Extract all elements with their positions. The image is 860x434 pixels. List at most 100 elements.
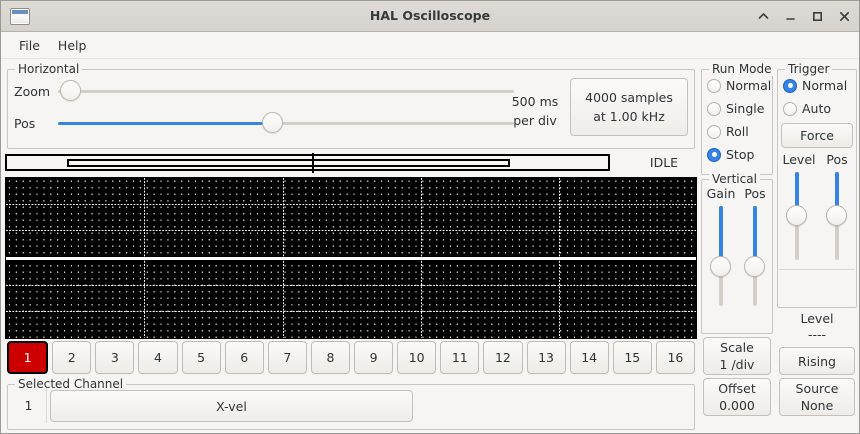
trigger-source-label: Source: [795, 381, 839, 396]
trigger-divider: [779, 269, 855, 270]
window-controls: [756, 1, 851, 31]
channel-button-2[interactable]: 2: [52, 341, 92, 374]
menu-bar: File Help: [1, 32, 859, 59]
channel-button-16[interactable]: 16: [655, 341, 695, 374]
vertical-scale-button[interactable]: Scale 1 /div: [703, 337, 771, 375]
menu-item-help[interactable]: Help: [57, 37, 87, 53]
sample-count: 4000 samples: [585, 90, 673, 105]
channel-button-4[interactable]: 4: [138, 341, 178, 374]
radio-icon[interactable]: [783, 101, 797, 116]
menu-item-file[interactable]: File: [19, 37, 40, 53]
horizontal-position-indicator[interactable]: [5, 154, 610, 171]
radio-icon[interactable]: [707, 78, 721, 93]
horizontal-position-indicator-bar[interactable]: [67, 159, 510, 167]
channel-button-13[interactable]: 13: [526, 341, 566, 374]
channel-button-5[interactable]: 5: [181, 341, 221, 374]
pos-label: Pos: [14, 115, 36, 131]
trigger-legend: Trigger: [785, 62, 833, 76]
trigger-level-handle[interactable]: [786, 205, 807, 226]
vertical-gain-handle[interactable]: [710, 256, 731, 277]
status-label: IDLE: [649, 155, 679, 170]
run-mode-label-stop: Stop: [726, 147, 755, 162]
timebase-value: 500 ms: [511, 94, 559, 109]
channel-button-14[interactable]: 14: [569, 341, 609, 374]
run-mode-label-normal: Normal: [726, 78, 772, 93]
channel-button-11[interactable]: 11: [440, 341, 480, 374]
run-mode-option-roll[interactable]: Roll: [702, 120, 772, 143]
trigger-level-slider[interactable]: [786, 172, 808, 260]
run-mode-option-normal[interactable]: Normal: [702, 74, 772, 97]
shade-button[interactable]: [756, 9, 770, 23]
channel-button-12[interactable]: 12: [483, 341, 523, 374]
trigger-level-title: Level: [800, 311, 834, 326]
channel-button-15[interactable]: 15: [612, 341, 652, 374]
trigger-pos-handle[interactable]: [826, 205, 847, 226]
trigger-level-value: ----: [807, 327, 827, 342]
vertical-gain-slider[interactable]: [710, 206, 732, 306]
scope-display[interactable]: [5, 177, 697, 339]
trigger-panel: Trigger Normal Auto Force Level Pos: [777, 62, 857, 308]
channel-button-1[interactable]: 1: [7, 341, 49, 374]
trigger-option-auto[interactable]: Auto: [778, 97, 856, 120]
vertical-pos-handle[interactable]: [744, 256, 765, 277]
channel-button-3[interactable]: 3: [95, 341, 135, 374]
selected-channel-legend: Selected Channel: [15, 377, 127, 391]
pos-slider-row: Pos: [14, 112, 514, 134]
channel-button-6[interactable]: 6: [224, 341, 264, 374]
vertical-offset-value: 0.000: [719, 398, 755, 413]
zoom-slider-handle[interactable]: [60, 80, 81, 101]
channel-button-7[interactable]: 7: [267, 341, 307, 374]
minimize-button[interactable]: [783, 9, 797, 23]
trigger-edge-label: Rising: [797, 353, 836, 369]
radio-icon-selected[interactable]: [783, 78, 797, 93]
run-mode-option-single[interactable]: Single: [702, 97, 772, 120]
channel-button-row: 1 2 3 4 5 6 7 8 9 10 11 12 13 14 15 16: [7, 341, 695, 376]
maximize-button[interactable]: [810, 9, 824, 23]
trigger-pos-slider-label: Pos: [826, 152, 848, 167]
trigger-option-normal[interactable]: Normal: [778, 74, 856, 97]
run-mode-label-single: Single: [726, 101, 765, 116]
vertical-gain-fill: [719, 206, 723, 266]
vertical-pos-label: Pos: [744, 186, 766, 201]
vertical-offset-button[interactable]: Offset 0.000: [703, 378, 771, 416]
window-icon: [10, 7, 30, 25]
trigger-level-slider-label: Level: [782, 152, 816, 167]
selected-channel-signal-button[interactable]: X-vel: [50, 390, 413, 422]
timebase-readout: 500 ms per div: [504, 92, 566, 130]
scope-grid-hline: [6, 285, 696, 286]
trigger-label-normal: Normal: [802, 78, 848, 93]
radio-icon[interactable]: [707, 124, 721, 139]
radio-icon[interactable]: [707, 101, 721, 116]
trigger-level-fill: [795, 172, 799, 215]
zoom-slider[interactable]: [58, 80, 514, 102]
vertical-scale-value: 1 /div: [719, 357, 755, 372]
pos-slider-handle[interactable]: [262, 112, 283, 133]
vertical-pos-fill: [753, 206, 757, 266]
selected-channel-panel: Selected Channel 1 X-vel: [7, 377, 695, 430]
vertical-panel: Vertical Gain Pos: [701, 172, 773, 334]
radio-icon-selected[interactable]: [707, 147, 721, 162]
channel-button-8[interactable]: 8: [310, 341, 350, 374]
trigger-edge-button[interactable]: Rising: [779, 347, 855, 375]
trigger-pos-slider[interactable]: [826, 172, 848, 260]
sample-rate-button[interactable]: 4000 samples at 1.00 kHz: [570, 78, 688, 136]
vertical-pos-slider[interactable]: [744, 206, 766, 306]
horizontal-position-indicator-area: IDLE: [5, 153, 695, 173]
close-button[interactable]: [837, 9, 851, 23]
channel-button-9[interactable]: 9: [354, 341, 394, 374]
trigger-source-button[interactable]: Source None: [779, 378, 855, 416]
scope-grid-hline: [6, 204, 696, 205]
trigger-pos-fill: [835, 172, 839, 215]
channel-button-10[interactable]: 10: [397, 341, 437, 374]
vertical-legend: Vertical: [709, 172, 760, 186]
timebase-unit: per div: [513, 113, 557, 128]
run-mode-option-stop[interactable]: Stop: [702, 143, 772, 166]
horizontal-panel: Horizontal Zoom Pos 500 ms per div 4000 …: [7, 62, 695, 149]
trigger-source-value: None: [800, 398, 834, 413]
pos-slider[interactable]: [58, 112, 514, 134]
sample-rate: at 1.00 kHz: [593, 109, 665, 124]
trigger-force-button[interactable]: Force: [781, 123, 853, 148]
horizontal-legend: Horizontal: [15, 62, 83, 76]
trigger-label-auto: Auto: [802, 101, 832, 116]
